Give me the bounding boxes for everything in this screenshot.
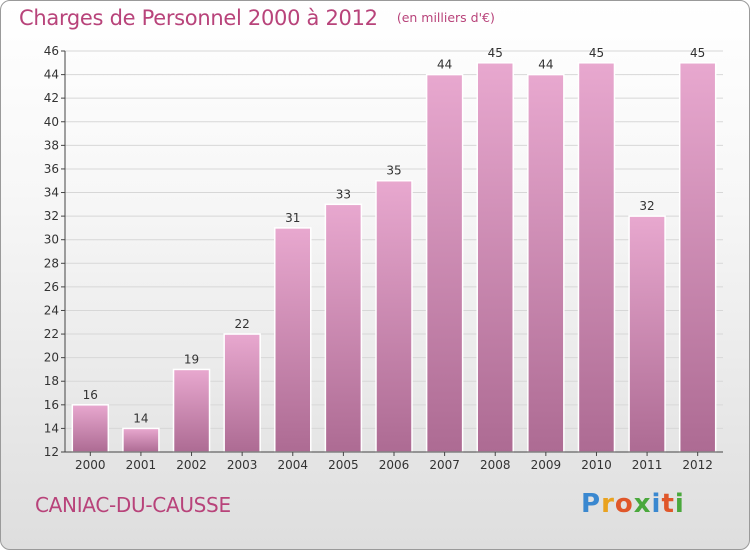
y-tick-label: 42 (44, 91, 59, 105)
bar-value-label: 14 (133, 411, 148, 425)
bar-value-label: 44 (437, 58, 452, 72)
x-tick-label: 2011 (632, 458, 663, 472)
y-tick-label: 32 (44, 209, 59, 223)
logo-letter: i (674, 489, 685, 519)
logo-letter: t (661, 489, 675, 519)
y-tick-label: 24 (44, 303, 59, 317)
x-tick-label: 2000 (75, 458, 106, 472)
bar-value-label: 22 (235, 317, 250, 331)
y-tick-label: 44 (44, 68, 59, 82)
bar (223, 333, 261, 453)
x-tick-label: 2001 (126, 458, 157, 472)
y-tick-label: 12 (44, 445, 59, 459)
commune-name: CANIAC-DU-CAUSSE (35, 493, 231, 517)
bar (375, 179, 413, 453)
bar (527, 73, 565, 453)
logo-letter: o (614, 489, 634, 519)
x-tick-label: 2012 (682, 458, 713, 472)
x-tick-label: 2009 (531, 458, 562, 472)
x-tick-label: 2003 (227, 458, 258, 472)
bar-value-label: 16 (83, 388, 98, 402)
bar (324, 203, 363, 453)
bar (274, 227, 312, 453)
labels: 12 14 16 18 20 22 24 26 28 30 32 34 36 38 40 42 44 46 16 20… (44, 44, 713, 472)
y-tick-label: 20 (44, 351, 59, 365)
x-tick-label: 2005 (328, 458, 359, 472)
bar-value-label: 19 (184, 352, 199, 366)
bar-value-label: 33 (336, 187, 351, 201)
logo-letter: r (601, 489, 615, 519)
bar (577, 62, 616, 453)
y-tick-label: 18 (44, 374, 59, 388)
x-tick-label: 2008 (480, 458, 511, 472)
axes (61, 50, 723, 456)
y-tick-label: 40 (44, 115, 59, 129)
y-tick-label: 46 (44, 44, 59, 58)
y-tick-label: 34 (44, 186, 59, 200)
bar-value-label: 32 (639, 199, 654, 213)
title-row: Charges de Personnel 2000 à 2012 (en mil… (19, 6, 495, 30)
y-tick-label: 22 (44, 327, 59, 341)
x-tick-label: 2004 (277, 458, 308, 472)
chart-title: Charges de Personnel 2000 à 2012 (19, 6, 378, 30)
x-tick-label: 2002 (176, 458, 207, 472)
logo-letter: i (651, 489, 662, 519)
bar-value-label: 35 (386, 164, 401, 178)
chart-subtitle: (en milliers d'€) (396, 10, 495, 25)
logo-letter: P (581, 489, 602, 519)
bar-value-label: 31 (285, 211, 300, 225)
x-tick-label: 2010 (581, 458, 612, 472)
x-tick-label: 2007 (429, 458, 460, 472)
x-tick-label: 2006 (379, 458, 410, 472)
y-tick-label: 30 (44, 233, 59, 247)
bar (476, 62, 514, 453)
bar (71, 404, 110, 453)
bars (71, 62, 717, 453)
bar (172, 368, 211, 453)
bar (628, 215, 666, 453)
bar (122, 427, 160, 453)
proxiti-logo: Proxiti (581, 489, 685, 519)
bar (678, 62, 717, 453)
bar-value-label: 45 (589, 46, 604, 60)
y-tick-label: 28 (44, 256, 59, 270)
bar (425, 73, 464, 453)
bar-value-label: 45 (690, 46, 705, 60)
y-tick-label: 36 (44, 162, 59, 176)
y-tick-label: 38 (44, 138, 59, 152)
bar-value-label: 45 (488, 46, 503, 60)
logo-letter: x (633, 489, 652, 519)
y-tick-label: 26 (44, 280, 59, 294)
y-tick-label: 14 (44, 421, 59, 435)
y-tick-label: 16 (44, 398, 59, 412)
bar-value-label: 44 (538, 58, 553, 72)
